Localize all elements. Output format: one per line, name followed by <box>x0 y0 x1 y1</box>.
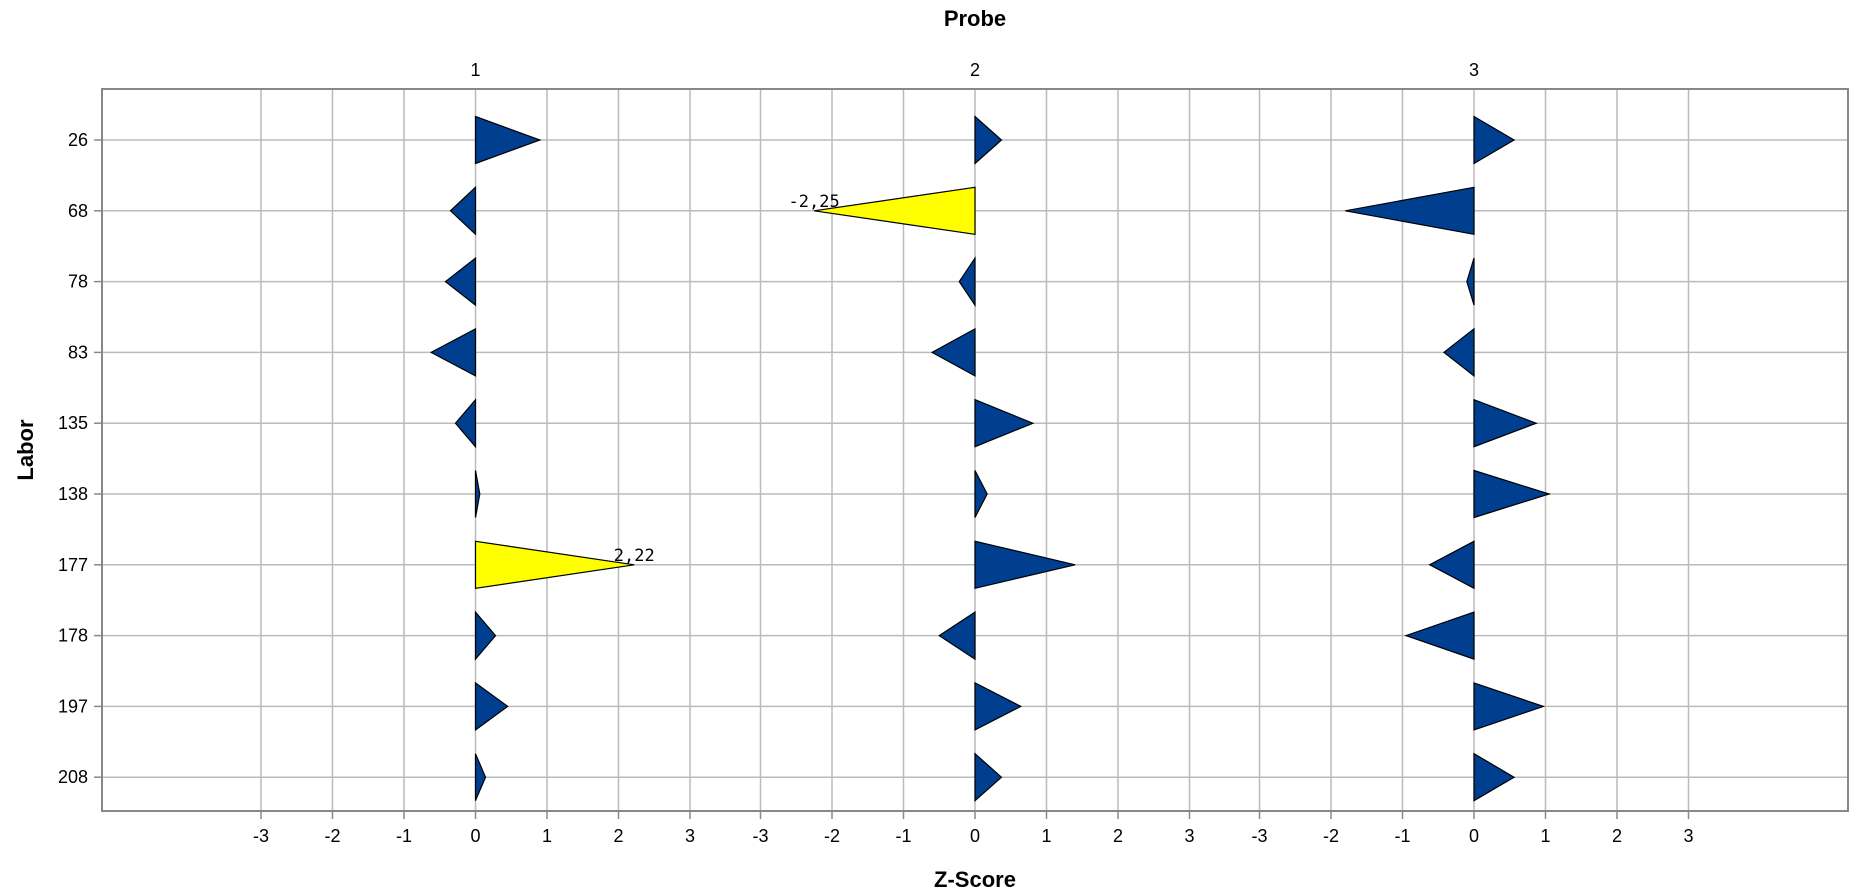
data-triangle-panel-1-lab-208 <box>474 753 487 801</box>
data-triangle-panel-3-lab-178 <box>1404 611 1475 660</box>
x-tick-label: 2 <box>1113 826 1123 846</box>
x-tick-label: 0 <box>1469 826 1479 846</box>
x-tick-label: 0 <box>470 826 480 846</box>
data-triangle-panel-2-lab-138 <box>974 470 988 518</box>
x-tick-label: 2 <box>1612 826 1622 846</box>
data-triangle-panel-2-lab-197 <box>974 681 1023 731</box>
x-tick-label: -2 <box>1323 826 1339 846</box>
data-triangle-panel-3-lab-177 <box>1428 540 1475 590</box>
y-tick-label: 78 <box>68 272 88 292</box>
panel-label: 1 <box>470 60 480 80</box>
x-tick-label: 3 <box>685 826 695 846</box>
data-triangle-panel-1-lab-78 <box>444 256 477 307</box>
x-tick-label: 1 <box>1540 826 1550 846</box>
data-triangle-panel-3-lab-197 <box>1473 682 1546 731</box>
panel-label: 2 <box>970 60 980 80</box>
data-triangle-panel-2-lab-135 <box>974 398 1035 448</box>
data-triangle-panel-3-lab-78 <box>1466 257 1475 306</box>
x-tick-label: -1 <box>895 826 911 846</box>
data-triangle-panel-2-lab-68 <box>814 186 976 235</box>
x-tick-label: 3 <box>1184 826 1194 846</box>
x-tick-label: 2 <box>613 826 623 846</box>
data-triangle-panel-1-lab-178 <box>474 610 497 661</box>
data-triangle-panel-1-lab-197 <box>474 681 509 732</box>
data-triangle-panel-2-lab-178 <box>938 610 976 661</box>
data-triangle-panel-2-lab-83 <box>930 327 976 377</box>
x-tick-label: -1 <box>396 826 412 846</box>
x-tick-label: 3 <box>1683 826 1693 846</box>
data-triangle-panel-1-lab-83 <box>429 327 477 377</box>
data-triangle-panel-1-lab-68 <box>449 185 477 236</box>
x-tick-label: -3 <box>752 826 768 846</box>
y-tick-label: 135 <box>58 413 88 433</box>
y-tick-label: 138 <box>58 484 88 504</box>
x-tick-label: -2 <box>324 826 340 846</box>
y-tick-label: 208 <box>58 767 88 787</box>
data-triangle-panel-1-lab-138 <box>474 470 481 518</box>
panel-label: 3 <box>1469 60 1479 80</box>
data-label: -2,25 <box>789 192 840 212</box>
data-triangle-panel-3-lab-68 <box>1345 186 1475 236</box>
data-label: 2,22 <box>614 546 655 566</box>
top-axis-title: Probe <box>944 6 1006 31</box>
x-tick-label: -3 <box>253 826 269 846</box>
data-triangle-panel-3-lab-138 <box>1473 469 1552 519</box>
y-tick-label: 177 <box>58 555 88 575</box>
x-tick-label: -2 <box>824 826 840 846</box>
data-triangle-panel-1-lab-26 <box>474 115 542 165</box>
x-tick-label: -1 <box>1394 826 1410 846</box>
y-tick-label: 197 <box>58 696 88 716</box>
x-tick-label: 0 <box>970 826 980 846</box>
x-axis-title: Z-Score <box>934 867 1016 892</box>
data-triangle-panel-1-lab-135 <box>454 398 477 449</box>
y-axis-title: Labor <box>13 419 38 481</box>
data-triangle-panel-3-lab-208 <box>1473 752 1516 802</box>
x-tick-label: 1 <box>1041 826 1051 846</box>
data-triangle-panel-2-lab-208 <box>974 752 1003 803</box>
data-triangle-panel-2-lab-26 <box>974 115 1003 165</box>
data-triangle-panel-2-lab-177 <box>974 540 1076 590</box>
x-tick-label: 1 <box>542 826 552 846</box>
data-triangle-panel-3-lab-26 <box>1473 115 1516 165</box>
data-triangle-panel-3-lab-83 <box>1442 327 1475 378</box>
y-tick-label: 68 <box>68 201 88 221</box>
y-tick-label: 26 <box>68 130 88 150</box>
y-tick-label: 178 <box>58 626 88 646</box>
x-tick-label: -3 <box>1251 826 1267 846</box>
data-triangle-panel-3-lab-135 <box>1473 398 1538 448</box>
y-tick-label: 83 <box>68 342 88 362</box>
data-triangle-panel-1-lab-177 <box>474 540 635 589</box>
data-triangle-panel-2-lab-78 <box>958 256 976 308</box>
